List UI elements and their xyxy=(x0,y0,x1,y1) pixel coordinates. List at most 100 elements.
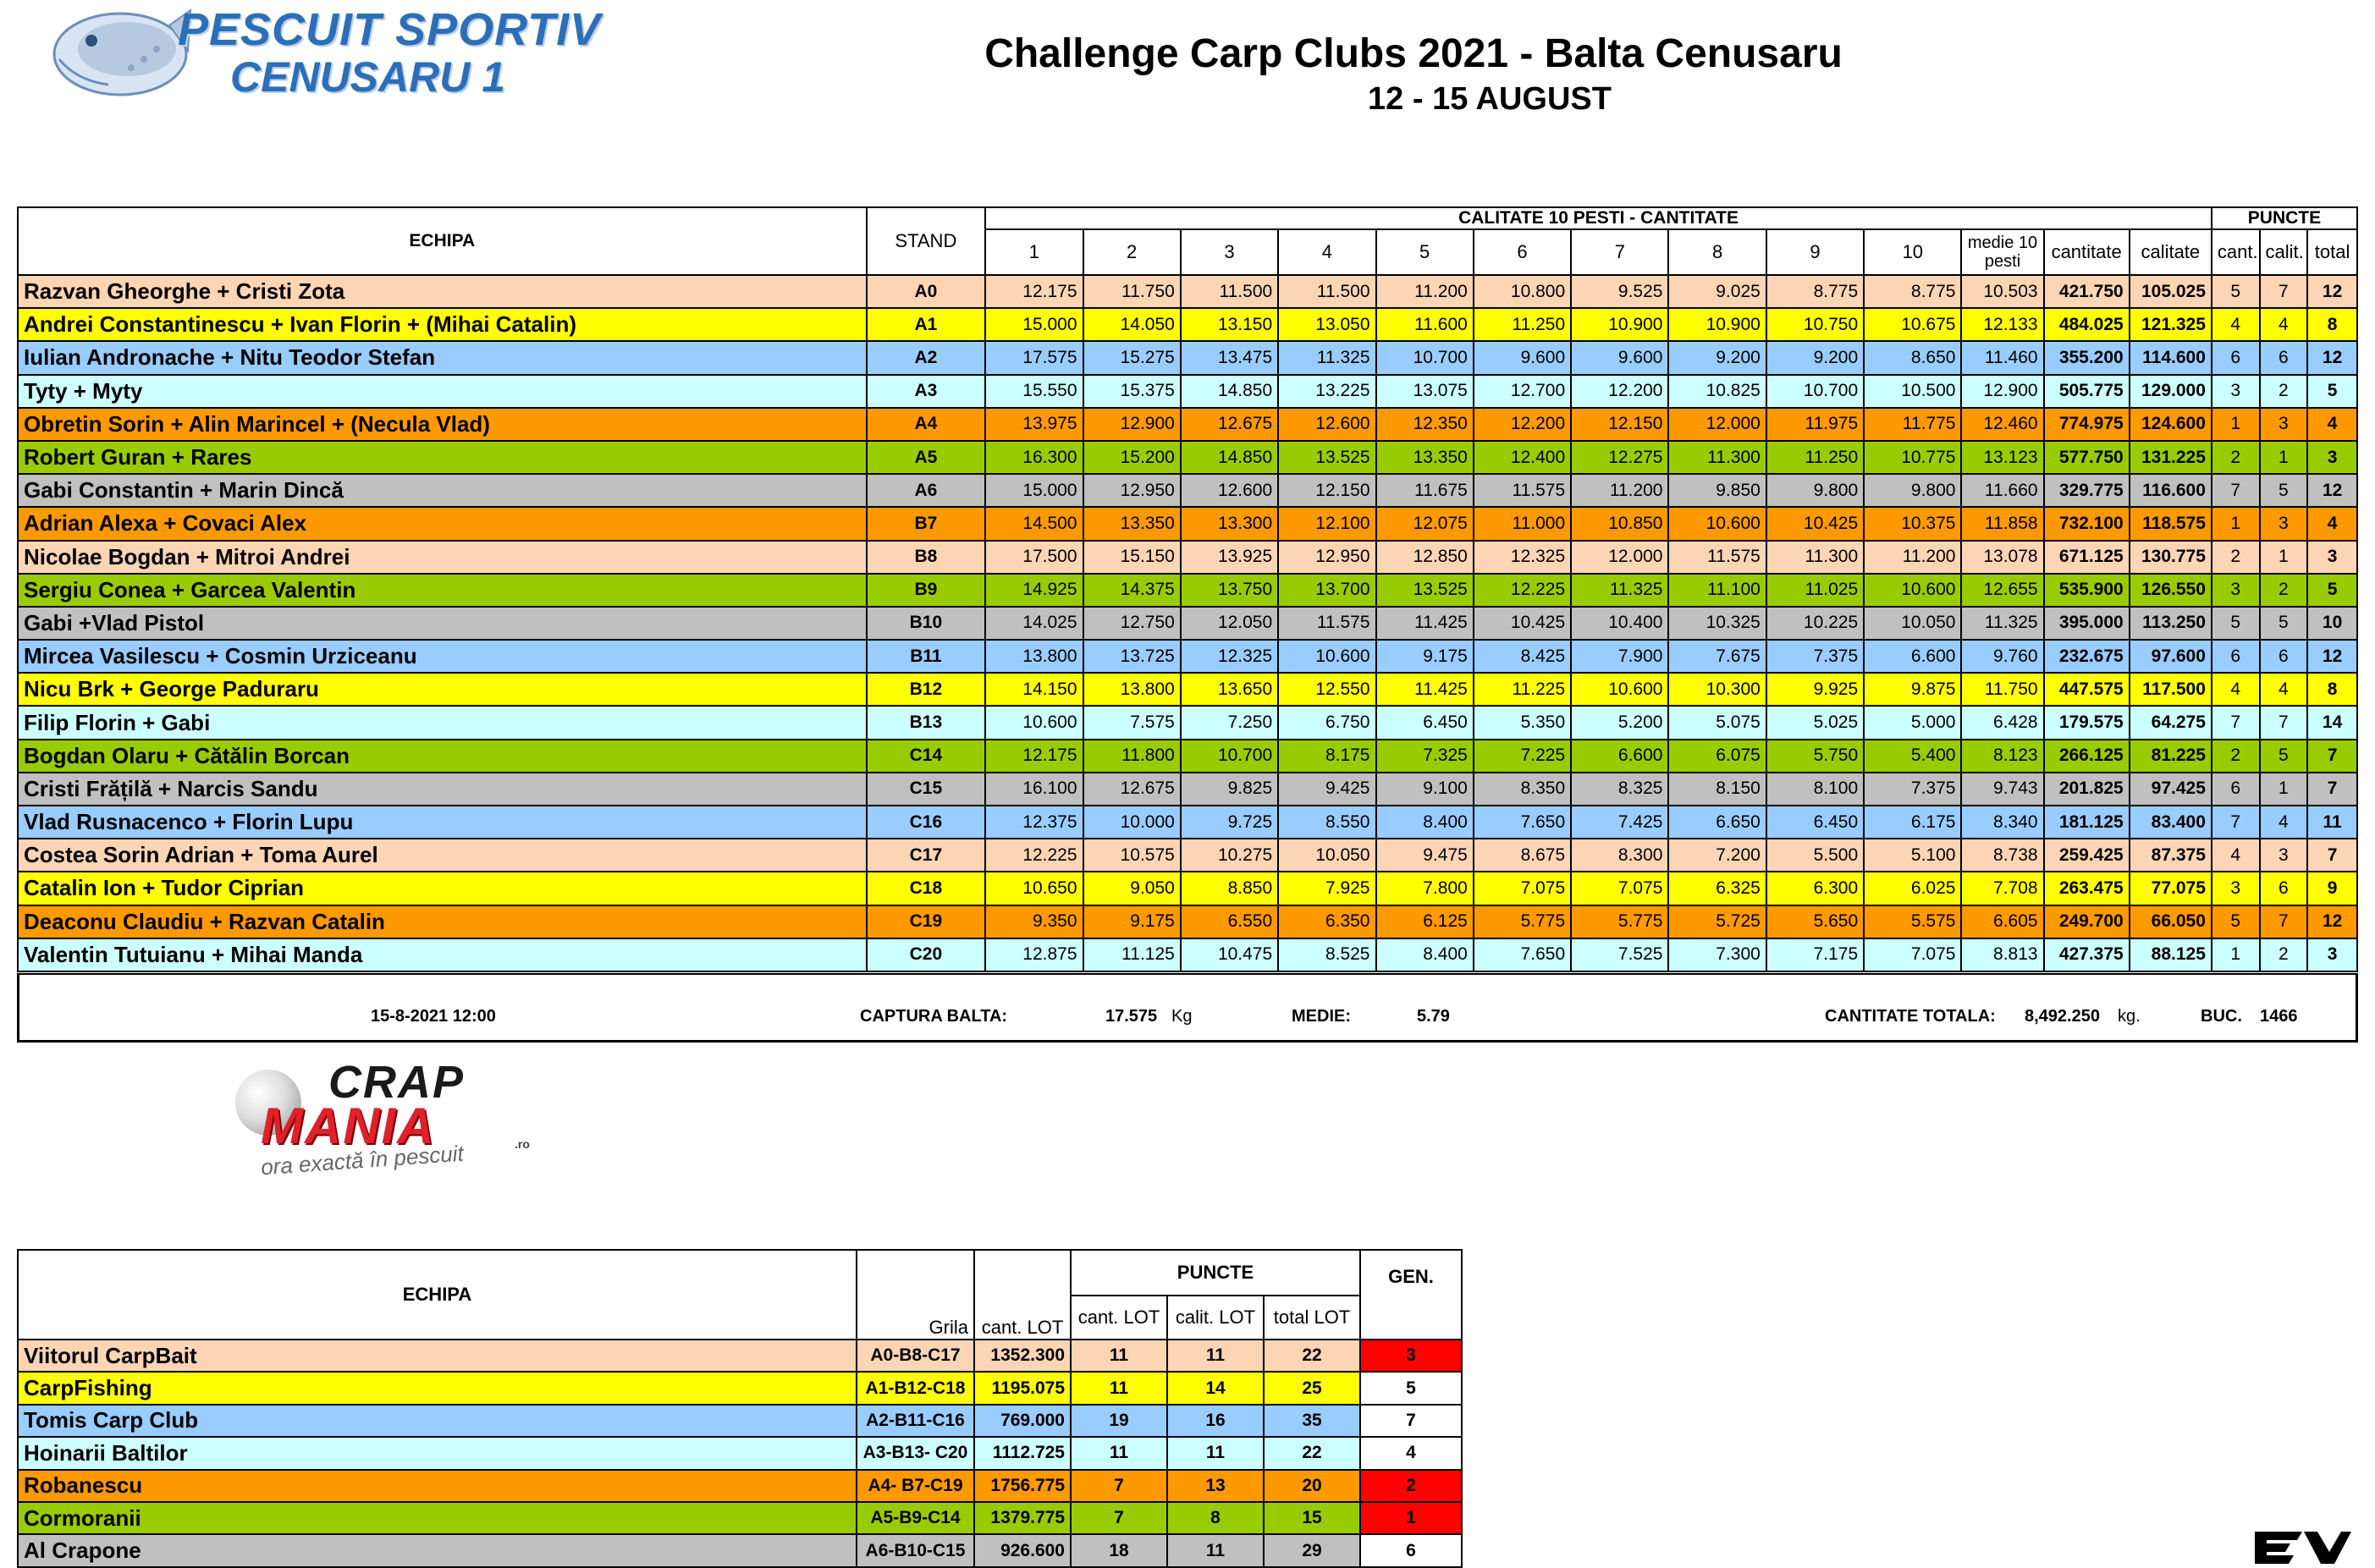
captura-unit: Kg xyxy=(1171,1007,1193,1026)
fish-weight: 13.475 xyxy=(1179,340,1280,376)
cantitate-value: 505.775 xyxy=(2042,373,2130,409)
fish-weight: 11.250 xyxy=(1472,307,1573,343)
teams-col-cant-lot: cant. LOT xyxy=(973,1249,1072,1340)
result-row: Bogdan Olaru + Cătălin Borcan C14 12.175 11… xyxy=(17,738,2358,773)
fish-weight: 8.175 xyxy=(1277,738,1377,773)
calitate-value: 130.775 xyxy=(2128,539,2212,575)
fish-weight: 15.200 xyxy=(1082,439,1182,476)
points-cant: 5 xyxy=(2210,605,2261,641)
team-name: Mircea Vasilescu + Cosmin Urziceanu xyxy=(17,639,868,674)
stand-code: B13 xyxy=(865,705,987,740)
col-cant: cant. xyxy=(2210,228,2261,276)
calitate-value: 97.600 xyxy=(2128,639,2212,674)
fish-weight: 10.275 xyxy=(1179,838,1280,873)
fish-weight: 9.850 xyxy=(1667,473,1767,509)
fish-weight: 11.425 xyxy=(1375,672,1474,707)
grila-value: A1-B12-C18 xyxy=(856,1371,975,1406)
cantitate-value: 266.125 xyxy=(2042,738,2130,773)
fish-weight: 7.575 xyxy=(1082,705,1182,740)
points-total-lot: 25 xyxy=(1262,1371,1362,1406)
col-fish-4: 4 xyxy=(1277,228,1377,276)
fish-weight: 10.700 xyxy=(1765,373,1865,409)
points-total: 12 xyxy=(2306,904,2358,939)
fish-weight: 15.275 xyxy=(1082,340,1182,376)
cantitate-value: 395.000 xyxy=(2042,605,2130,641)
stand-code: A1 xyxy=(865,307,987,343)
fish-weight: 14.025 xyxy=(984,605,1084,641)
fish-weight: 11.100 xyxy=(1667,572,1767,608)
general-rank: 2 xyxy=(1359,1468,1463,1503)
buc-label: BUC. xyxy=(2201,1007,2242,1026)
points-cant-lot: 11 xyxy=(1070,1371,1168,1406)
col-fish-9: 9 xyxy=(1765,228,1865,276)
fish-weight: 11.800 xyxy=(1082,738,1182,773)
fish-weight: 6.300 xyxy=(1765,871,1865,906)
fish-weight: 12.375 xyxy=(984,804,1084,840)
points-calit: 7 xyxy=(2258,705,2309,740)
fish-weight: 12.150 xyxy=(1277,473,1377,509)
points-cant-lot: 7 xyxy=(1070,1500,1168,1536)
fish-weight: 10.900 xyxy=(1570,307,1670,343)
cantitate-value: 427.375 xyxy=(2042,937,2130,972)
fish-weight: 7.675 xyxy=(1667,639,1767,674)
cantitate-value: 447.575 xyxy=(2042,672,2130,707)
fish-weight: 8.100 xyxy=(1765,771,1865,807)
carp-fish-icon xyxy=(52,8,192,96)
logo-mania: MANIA xyxy=(261,1098,436,1154)
points-total: 4 xyxy=(2306,506,2358,542)
team-name: Nicolae Bogdan + Mitroi Andrei xyxy=(17,539,868,575)
points-calit-lot: 14 xyxy=(1166,1371,1265,1406)
fish-weight: 10.600 xyxy=(1863,572,1963,608)
medie-value: 8.813 xyxy=(1960,937,2045,972)
fish-weight: 12.075 xyxy=(1375,506,1474,542)
total-value: 8,492.250 xyxy=(2025,1007,2100,1026)
fish-weight: 11.425 xyxy=(1375,605,1474,641)
col-fish-7: 7 xyxy=(1570,228,1670,276)
result-row: Filip Florin + Gabi B13 10.600 7.575 7.250 6.… xyxy=(17,705,2358,740)
grila-value: A4- B7-C19 xyxy=(856,1468,975,1503)
total-unit: kg. xyxy=(2118,1007,2141,1026)
fish-weight: 6.550 xyxy=(1179,904,1280,939)
fish-weight: 5.400 xyxy=(1863,738,1963,773)
fish-weight: 12.100 xyxy=(1277,506,1377,542)
points-cant: 5 xyxy=(2210,273,2261,310)
points-calit-lot: 11 xyxy=(1166,1436,1265,1471)
captura-value: 17.575 xyxy=(1105,1007,1158,1026)
fish-weight: 8.325 xyxy=(1570,771,1670,807)
medie-value: 11.460 xyxy=(1960,340,2045,376)
fish-weight: 9.925 xyxy=(1765,672,1865,707)
result-row: Tyty + Myty A3 15.550 15.375 14.850 13.225 13.… xyxy=(17,373,2358,409)
points-calit: 1 xyxy=(2258,439,2309,476)
medie-value: 8.123 xyxy=(1960,738,2045,773)
fish-weight: 9.800 xyxy=(1765,473,1865,509)
result-row: Andrei Constantinescu + Ivan Florin + (M… xyxy=(17,307,2358,343)
cant-lot-value: 1379.775 xyxy=(973,1500,1072,1536)
fish-weight: 10.675 xyxy=(1863,307,1963,343)
points-cant: 4 xyxy=(2210,307,2261,343)
teams-col-p-calit: calit. LOT xyxy=(1166,1295,1265,1340)
medie-value: 5.79 xyxy=(1417,1007,1450,1026)
fish-weight: 13.075 xyxy=(1375,373,1474,409)
grila-value: A3-B13- C20 xyxy=(856,1436,975,1471)
calitate-value: 131.225 xyxy=(2128,439,2212,476)
grila-value: A5-B9-C14 xyxy=(856,1500,975,1536)
fish-weight: 11.300 xyxy=(1667,439,1767,476)
points-calit-lot: 11 xyxy=(1166,1338,1265,1373)
teams-col-echipa: ECHIPA xyxy=(17,1249,857,1340)
cantitate-value: 671.125 xyxy=(2042,539,2130,575)
fish-weight: 8.550 xyxy=(1277,804,1377,840)
points-total: 7 xyxy=(2306,771,2358,807)
team-name: Bogdan Olaru + Cătălin Borcan xyxy=(17,738,868,773)
fish-weight: 12.000 xyxy=(1570,539,1670,575)
points-calit: 4 xyxy=(2258,307,2309,343)
group-calitate-header: CALITATE 10 PESTI - CANTITATE xyxy=(984,206,2212,230)
medie-label: MEDIE: xyxy=(1292,1007,1351,1026)
stand-code: A0 xyxy=(865,273,987,310)
col-calit: calit. xyxy=(2258,228,2309,276)
club-name: CarpFishing xyxy=(17,1371,857,1406)
points-total: 8 xyxy=(2306,672,2358,707)
points-total: 12 xyxy=(2306,340,2358,376)
fish-weight: 8.425 xyxy=(1472,639,1573,674)
calitate-value: 124.600 xyxy=(2128,406,2212,442)
points-total-lot: 35 xyxy=(1262,1403,1362,1439)
